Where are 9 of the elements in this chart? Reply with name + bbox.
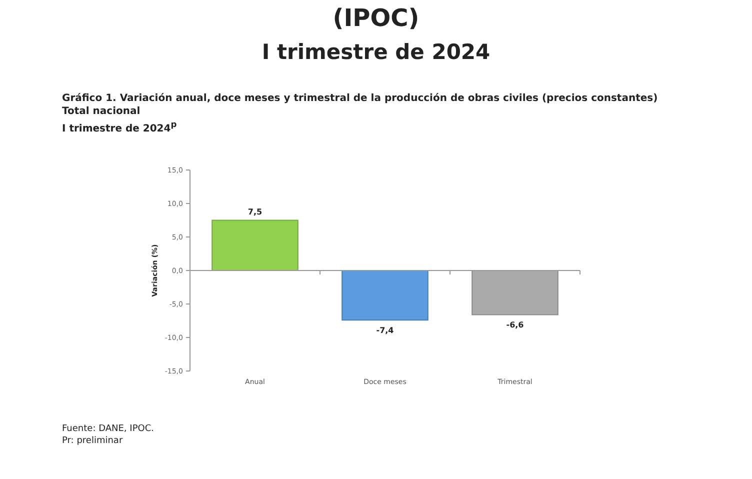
data-label: -7,4 <box>376 326 394 336</box>
text: Pr: preliminar <box>62 435 124 447</box>
source-note: Fuente: DANE, IPOC. <box>62 423 154 435</box>
chart-subtitle: Total nacional I trimestre de 2024$^{p}$ <box>62 105 178 136</box>
text: I trimestre de 2024 <box>260 40 492 64</box>
data-label: -6,6 <box>506 320 524 330</box>
text: (IPOC) <box>332 4 420 32</box>
data-label: 7,5 <box>248 207 263 216</box>
chart-title: Gráfico 1. Variación anual, doce meses y trimestral de la producción de obras civiles (precios constantes) <box>62 92 659 105</box>
